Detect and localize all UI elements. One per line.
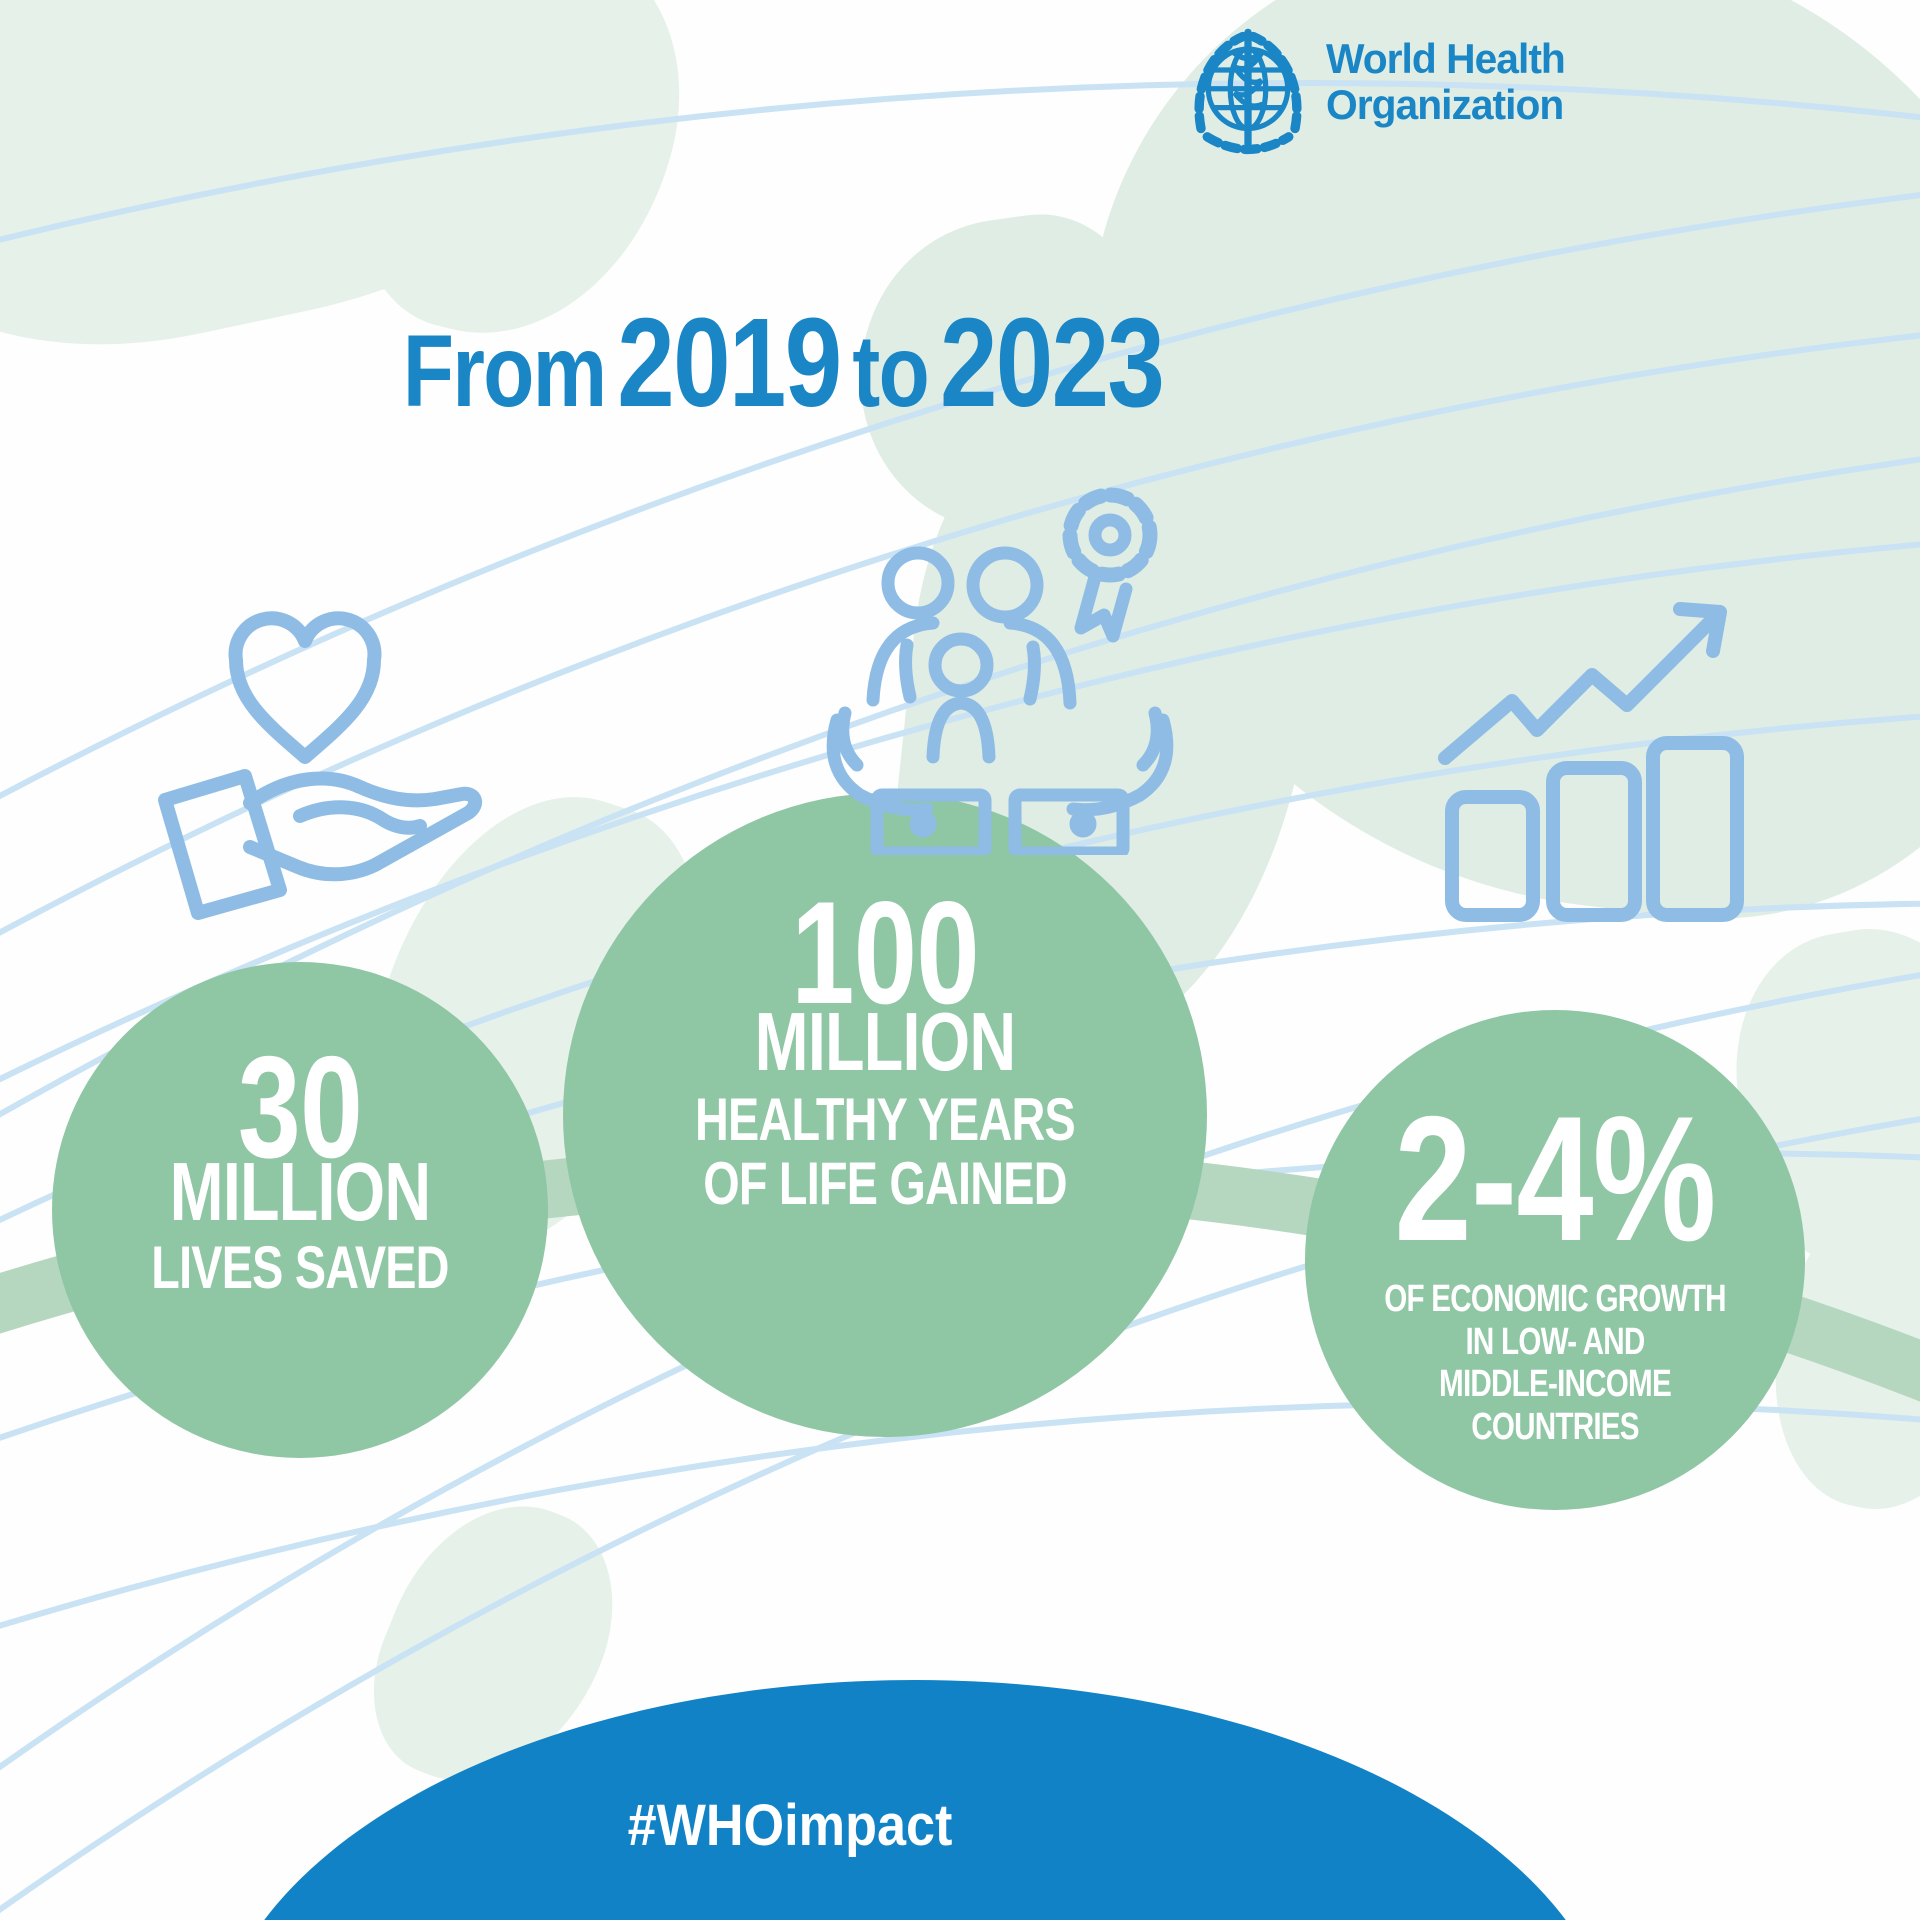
stat-label-line: IN LOW- AND (1465, 1320, 1645, 1363)
family-in-hands-award-icon (826, 487, 1174, 855)
stat-label-line: OF ECONOMIC GROWTH (1384, 1278, 1726, 1320)
stat-label-line: HEALTHY YEARS (695, 1086, 1076, 1153)
title-word-from: From (402, 314, 607, 428)
who-logo-line2: Organization (1326, 81, 1564, 129)
who-logo-line1: World Health (1326, 35, 1566, 82)
page-title: From 2019 to 2023 (255, 290, 1321, 435)
stat-circle-lives-saved (52, 962, 548, 1458)
stat-label-economic-growth: OF ECONOMIC GROWTH IN LOW- AND MIDDLE-IN… (1321, 1278, 1789, 1448)
stat-label-healthy-years: HEALTHY YEARS OF LIFE GAINED (651, 1088, 1119, 1215)
stat-unit-lives-saved: MILLION (169, 1145, 431, 1238)
stat-value-economic-growth: 2-4% (1394, 1079, 1716, 1278)
title-word-to: to (852, 314, 929, 428)
stat-label-lives-saved: LIVES SAVED (151, 1234, 449, 1301)
who-logo-text: World Health Organization (1326, 35, 1566, 129)
title-year-end: 2023 (939, 292, 1165, 433)
who-emblem-icon (1194, 28, 1302, 155)
rising-bar-chart-icon (1438, 602, 1744, 922)
title-year-start: 2019 (617, 292, 842, 433)
stat-label-line: MIDDLE-INCOME (1439, 1363, 1672, 1406)
stat-label-line: COUNTRIES (1471, 1405, 1639, 1448)
hashtag-text: #WHOimpact (627, 1793, 953, 1858)
stat-value-healthy-years: 100 (791, 871, 979, 1034)
stat-circle-healthy-years (563, 793, 1207, 1437)
stat-value-lives-saved: 30 (237, 1026, 363, 1188)
stat-unit-healthy-years: MILLION (754, 995, 1016, 1088)
stat-label-line: OF LIFE GAINED (703, 1149, 1067, 1217)
hand-holding-heart-icon (158, 611, 483, 920)
stat-circle-economic-growth (1305, 1010, 1805, 1510)
